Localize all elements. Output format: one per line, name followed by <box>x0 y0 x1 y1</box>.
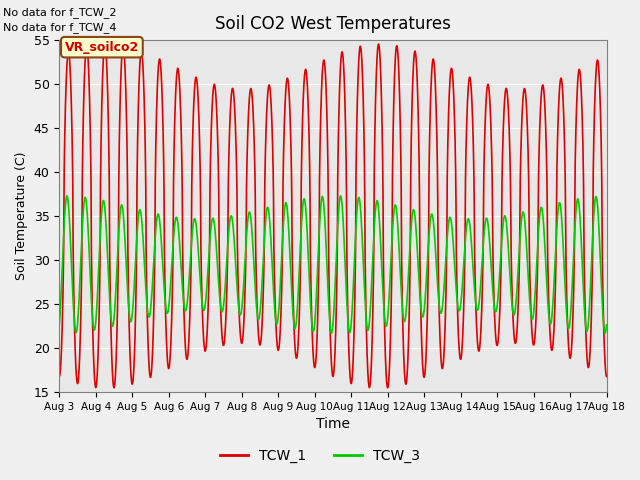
TCW_1 <box>603 373 611 379</box>
TCW_1 <box>289 300 297 306</box>
TCW_1 <box>593 67 600 72</box>
Text: No data for f_TCW_4: No data for f_TCW_4 <box>3 22 116 33</box>
TCW_3 <box>56 322 63 328</box>
TCW_3 <box>533 255 541 261</box>
TCW_3 <box>150 249 158 254</box>
Line: TCW_3: TCW_3 <box>60 196 607 333</box>
Legend: TCW_1, TCW_3: TCW_1, TCW_3 <box>214 443 426 468</box>
TCW_1 <box>110 385 118 391</box>
TCW_3 <box>63 193 71 199</box>
TCW_3 <box>601 330 609 336</box>
TCW_3 <box>603 322 611 328</box>
TCW_1 <box>150 270 158 276</box>
TCW_3 <box>266 214 273 219</box>
TCW_1 <box>118 50 126 56</box>
TCW_1 <box>101 41 109 47</box>
Text: VR_soilco2: VR_soilco2 <box>65 41 139 54</box>
TCW_3 <box>289 312 297 317</box>
X-axis label: Time: Time <box>316 418 350 432</box>
TCW_1 <box>266 83 273 89</box>
Text: No data for f_TCW_2: No data for f_TCW_2 <box>3 7 116 18</box>
TCW_3 <box>118 202 125 208</box>
TCW_3 <box>592 193 600 199</box>
TCW_1 <box>56 373 63 379</box>
Title: Soil CO2 West Temperatures: Soil CO2 West Temperatures <box>215 15 451 33</box>
TCW_1 <box>533 278 541 284</box>
Y-axis label: Soil Temperature (C): Soil Temperature (C) <box>15 152 28 280</box>
Line: TCW_1: TCW_1 <box>60 44 607 388</box>
